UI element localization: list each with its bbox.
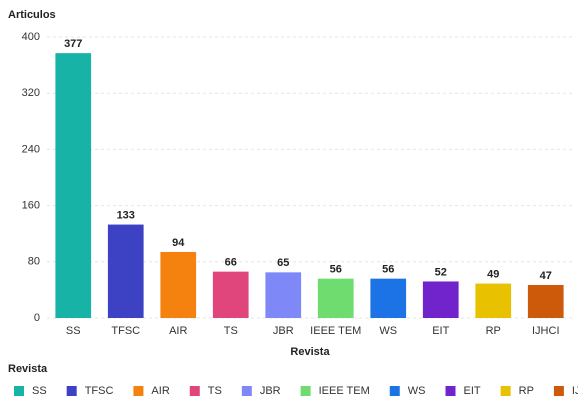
y-tick-label: 80 <box>28 256 40 268</box>
value-label: 377 <box>64 38 82 50</box>
bar <box>265 272 302 318</box>
legend-swatch <box>14 386 24 396</box>
legend-swatch <box>133 386 144 396</box>
legend-swatch <box>500 386 511 396</box>
legend-swatch <box>189 386 200 396</box>
legend-label: SS <box>32 385 47 397</box>
value-label: 56 <box>382 264 394 276</box>
value-label: 49 <box>487 268 499 280</box>
value-label: 47 <box>540 270 552 282</box>
value-label: 52 <box>435 266 447 278</box>
y-tick-label: 400 <box>22 31 40 43</box>
x-tick-label: IEEE TEM <box>310 325 361 337</box>
x-tick-label: JBR <box>273 325 294 337</box>
value-label: 94 <box>172 237 185 249</box>
legend-label: TFSC <box>85 385 114 397</box>
y-tick-label: 240 <box>22 143 40 155</box>
bar <box>317 278 354 318</box>
x-tick-label: TFSC <box>111 325 140 337</box>
legend-title: Revista <box>8 363 48 375</box>
x-tick-label: EIT <box>432 325 449 337</box>
legend-label: EIT <box>464 385 481 397</box>
legend-swatch <box>389 386 400 396</box>
legend-label: WS <box>408 385 426 397</box>
x-tick-label: RP <box>486 325 501 337</box>
x-tick-label: TS <box>224 325 238 337</box>
x-axis-label: Revista <box>290 346 330 358</box>
y-tick-label: 0 <box>34 312 40 324</box>
x-tick-label: AIR <box>169 325 187 337</box>
legend-swatch <box>66 386 77 396</box>
bar <box>212 271 249 318</box>
legend-label: IJHCI <box>572 385 578 397</box>
bar <box>107 224 144 318</box>
value-label: 133 <box>117 209 135 221</box>
value-label: 56 <box>330 264 342 276</box>
legend-label: TS <box>208 385 222 397</box>
x-tick-label: IJHCI <box>532 325 560 337</box>
value-label: 65 <box>277 257 289 269</box>
y-tick-label: 320 <box>22 87 40 99</box>
x-tick-label: SS <box>66 325 81 337</box>
legend-label: IEEE TEM <box>319 385 370 397</box>
legend-label: JBR <box>260 385 281 397</box>
bar <box>160 251 197 318</box>
legend-swatch <box>241 386 252 396</box>
x-tick-label: WS <box>379 325 397 337</box>
legend-swatch <box>553 386 564 396</box>
bar <box>55 53 92 318</box>
bar <box>422 281 459 318</box>
legend-label: AIR <box>151 385 169 397</box>
legend-swatch <box>445 386 456 396</box>
legend-swatch <box>300 386 311 396</box>
legend-label: RP <box>519 385 534 397</box>
y-axis-label: Articulos <box>8 9 56 21</box>
bar <box>475 283 512 318</box>
y-tick-label: 160 <box>22 200 40 212</box>
bar <box>527 284 564 318</box>
value-label: 66 <box>225 257 237 269</box>
bar <box>370 278 407 318</box>
